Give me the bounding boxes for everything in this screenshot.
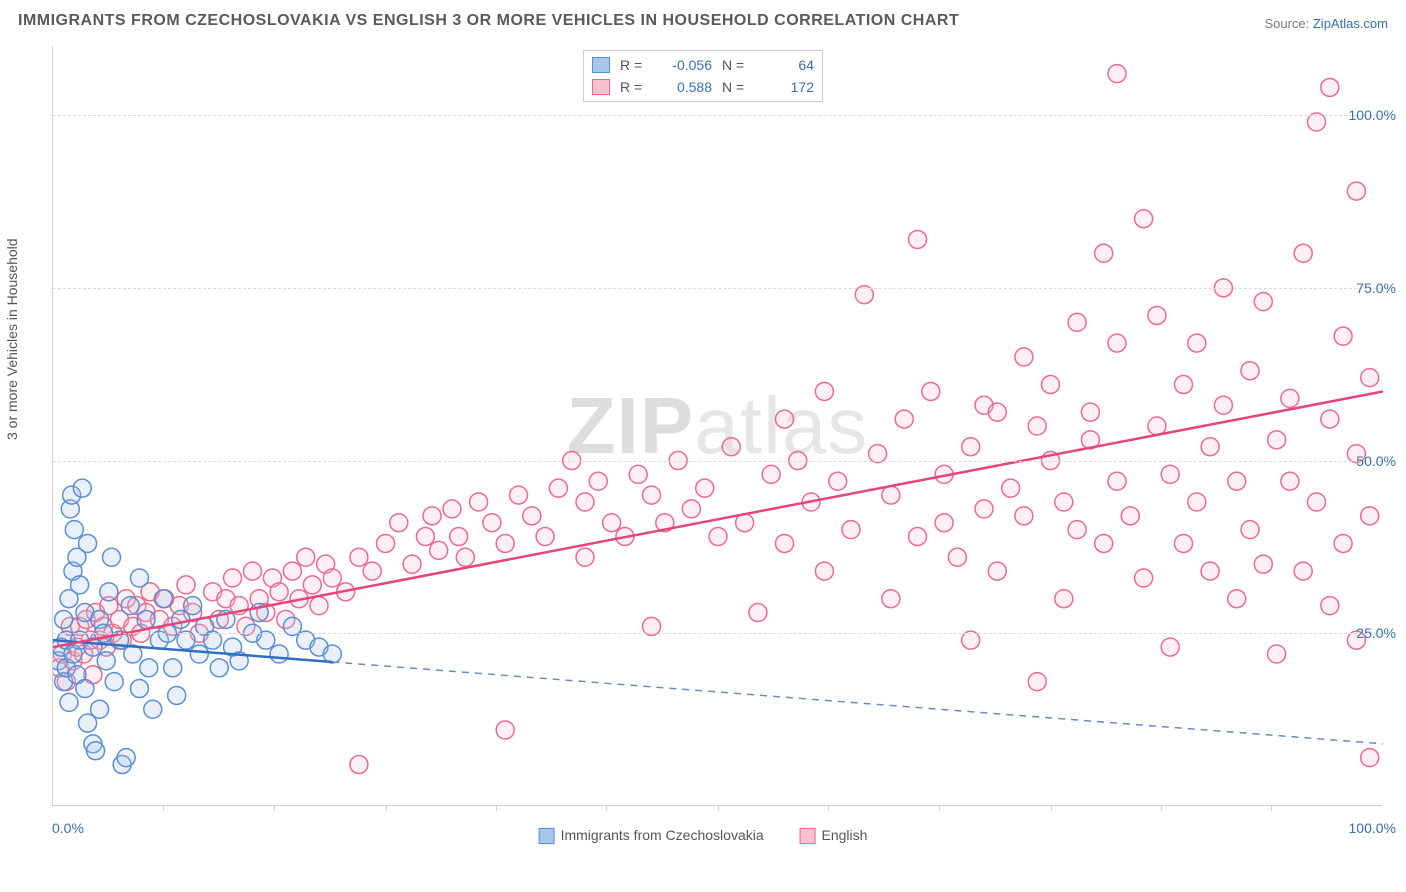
y-tick-label: 75.0% <box>1356 280 1396 296</box>
y-tick-label: 25.0% <box>1356 625 1396 641</box>
stats-r-label-b: R = <box>620 76 646 98</box>
y-tick-label: 50.0% <box>1356 453 1396 469</box>
legend-label-b: English <box>822 827 868 843</box>
legend-swatch-b <box>800 828 816 844</box>
chart-container: IMMIGRANTS FROM CZECHOSLOVAKIA VS ENGLIS… <box>0 0 1406 892</box>
legend-label-a: Immigrants from Czechoslovakia <box>561 827 764 843</box>
stats-swatch-a <box>592 57 610 73</box>
stats-row-a: R = -0.056 N = 64 <box>592 54 814 76</box>
stats-r-value-b: 0.588 <box>656 76 712 98</box>
source-label: Source: <box>1264 16 1312 31</box>
stats-r-value-a: -0.056 <box>656 54 712 76</box>
legend-item-b: English <box>800 827 868 843</box>
chart-svg <box>53 46 1383 806</box>
stats-r-label-a: R = <box>620 54 646 76</box>
y-tick-label: 100.0% <box>1349 107 1396 123</box>
source-credit: Source: ZipAtlas.com <box>1264 16 1388 31</box>
y-axis-label: 3 or more Vehicles in Household <box>4 238 20 440</box>
source-value: ZipAtlas.com <box>1313 16 1388 31</box>
plot-area: ZIPatlas <box>52 46 1382 806</box>
legend-bottom: Immigrants from Czechoslovakia English <box>523 827 884 844</box>
stats-n-value-a: 64 <box>758 54 814 76</box>
stats-n-value-b: 172 <box>758 76 814 98</box>
stats-row-b: R = 0.588 N = 172 <box>592 76 814 98</box>
stats-swatch-b <box>592 79 610 95</box>
chart-title: IMMIGRANTS FROM CZECHOSLOVAKIA VS ENGLIS… <box>18 12 959 30</box>
stats-n-label-b: N = <box>722 76 748 98</box>
legend-item-a: Immigrants from Czechoslovakia <box>539 827 768 843</box>
correlation-stats-box: R = -0.056 N = 64 R = 0.588 N = 172 <box>583 50 823 102</box>
x-axis-max-label: 100.0% <box>1349 820 1396 836</box>
stats-n-label-a: N = <box>722 54 748 76</box>
legend-swatch-a <box>539 828 555 844</box>
x-axis-min-label: 0.0% <box>52 820 84 836</box>
